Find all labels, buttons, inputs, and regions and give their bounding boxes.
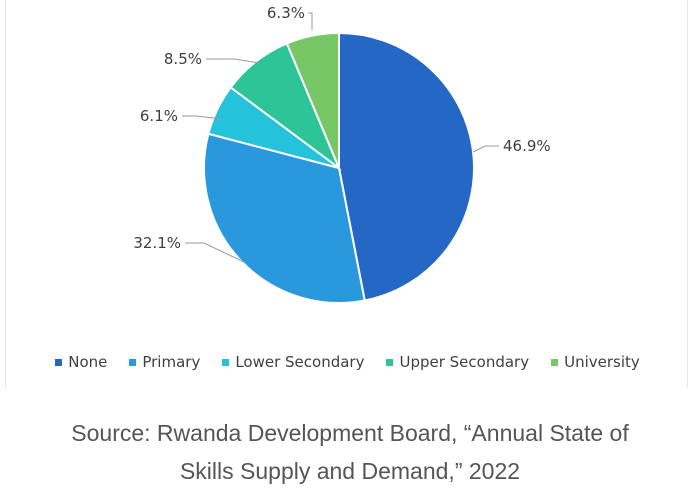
caption-line-2: Skills Supply and Demand,” 2022 xyxy=(179,458,521,484)
pie-chart: 46.9% 32.1% 6.1% 8.5% 6.3% xyxy=(133,4,551,304)
legend-item-university: University xyxy=(551,353,640,371)
legend-swatch-primary xyxy=(129,358,137,366)
data-label-primary: 32.1% xyxy=(133,234,181,252)
legend-swatch-none xyxy=(55,358,63,366)
data-label-upper-secondary: 8.5% xyxy=(164,50,202,68)
legend: None Primary Lower Secondary Upper Secondar… xyxy=(6,353,689,371)
legend-item-none: None xyxy=(55,353,107,371)
data-label-lower-secondary: 6.1% xyxy=(140,107,178,125)
legend-label-none: None xyxy=(68,353,108,371)
legend-swatch-lower-secondary xyxy=(222,358,230,366)
caption-line-1: Source: Rwanda Development Board, “Annua… xyxy=(71,420,629,446)
legend-swatch-upper-secondary xyxy=(386,358,394,366)
legend-swatch-university xyxy=(551,358,559,366)
legend-item-primary: Primary xyxy=(129,353,200,371)
pie-slice-none xyxy=(338,31,475,302)
legend-item-upper-secondary: Upper Secondary xyxy=(386,353,529,371)
chart-panel: 46.9% 32.1% 6.1% 8.5% 6.3% None Primary Lower … xyxy=(5,0,688,388)
legend-label-primary: Primary xyxy=(142,353,201,371)
legend-item-lower-secondary: Lower Secondary xyxy=(222,353,364,371)
leader-line-lower-secondary xyxy=(182,115,223,120)
pie-slice-university xyxy=(285,31,340,169)
source-caption: Source: Rwanda Development Board, “Annua… xyxy=(0,414,700,490)
leader-line-none xyxy=(472,145,499,153)
legend-label-university: University xyxy=(564,353,640,371)
leader-line-primary xyxy=(185,242,245,263)
legend-label-upper-secondary: Upper Secondary xyxy=(399,353,530,371)
leader-line-upper-secondary xyxy=(206,58,261,64)
data-label-none: 46.9% xyxy=(503,137,551,155)
data-label-university: 6.3% xyxy=(267,4,305,22)
legend-label-lower-secondary: Lower Secondary xyxy=(235,353,365,371)
leader-line-university xyxy=(308,12,313,30)
